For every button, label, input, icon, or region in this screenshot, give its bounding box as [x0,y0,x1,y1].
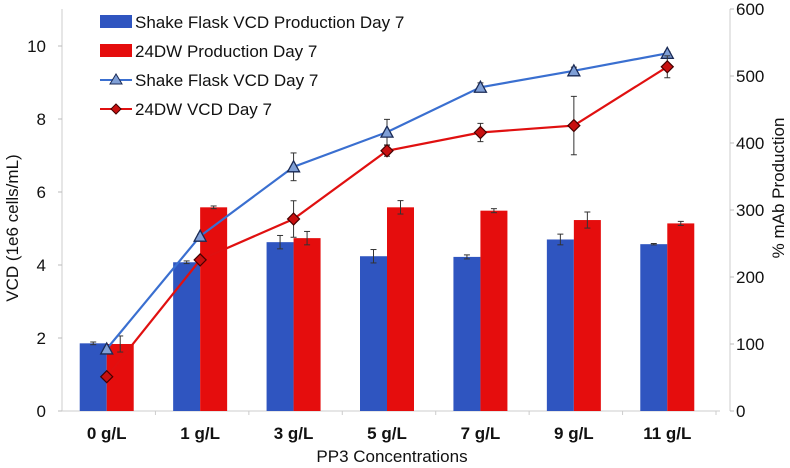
y-tick-label: 6 [37,183,46,202]
y-tick-label: 4 [37,256,46,275]
y-tick-label: 0 [37,402,46,421]
x-tick-label: 5 g/L [367,424,407,443]
legend: Shake Flask VCD Production Day 7 24DW Pro… [100,13,404,119]
bar-shake-flask [453,256,481,411]
bar-shake-flask [546,239,574,411]
y2-tick-label: 500 [736,67,764,86]
diamond-marker [193,253,207,267]
diamond-marker [99,369,114,384]
bar-shake-flask [266,242,294,411]
bar-24dw [573,220,601,411]
legend-label: 24DW VCD Day 7 [135,100,272,119]
y-axis-title: VCD (1e6 cells/mL) [3,154,22,301]
x-tick-label: 9 g/L [554,424,594,443]
diamond-marker [380,143,394,158]
bar-24dw [387,207,414,411]
x-tick-label: 7 g/L [461,424,501,443]
legend-label: 24DW Production Day 7 [135,42,317,61]
bar-shake-flask [173,262,201,411]
y-tick-label: 8 [37,110,46,129]
legend-swatch [100,44,132,57]
diamond-marker [567,118,581,133]
triangle-marker [99,341,114,355]
legend-label: Shake Flask VCD Production Day 7 [135,13,404,32]
triangle-marker [109,73,123,85]
triangle-marker [473,79,488,93]
y2-tick-label: 300 [736,201,764,220]
x-tick-label: 3 g/L [274,424,314,443]
x-tick-label: 1 g/L [180,424,220,443]
legend-swatch [100,15,132,28]
legend-label: Shake Flask VCD Day 7 [135,71,318,90]
x-tick-label: 0 g/L [87,424,127,443]
triangle-marker [193,228,208,242]
y2-tick-label: 0 [736,402,745,421]
x-axis-title: PP3 Concentrations [316,447,467,466]
triangle-marker [379,124,395,138]
bar-shake-flask [640,244,668,411]
y2-tick-label: 600 [736,0,764,19]
y2-tick-label: 200 [736,268,764,287]
diamond-marker [110,103,122,115]
triangle-marker [286,159,301,173]
y2-tick-label: 400 [736,134,764,153]
diamond-marker [473,125,488,140]
bar-24dw [667,223,695,411]
y2-tick-label: 100 [736,335,764,354]
bars [79,200,695,411]
bar-shake-flask [360,256,387,411]
bar-24dw [293,238,321,411]
diamond-marker [286,212,301,226]
lines [99,45,675,384]
y-tick-label: 10 [27,37,46,56]
bar-24dw [480,210,508,411]
triangle-marker [566,63,581,77]
y-tick-label: 2 [37,329,46,348]
x-tick-label: 11 g/L [643,424,691,443]
y2-axis-title: % mAb Production [769,118,788,259]
diamond-marker [660,59,675,74]
